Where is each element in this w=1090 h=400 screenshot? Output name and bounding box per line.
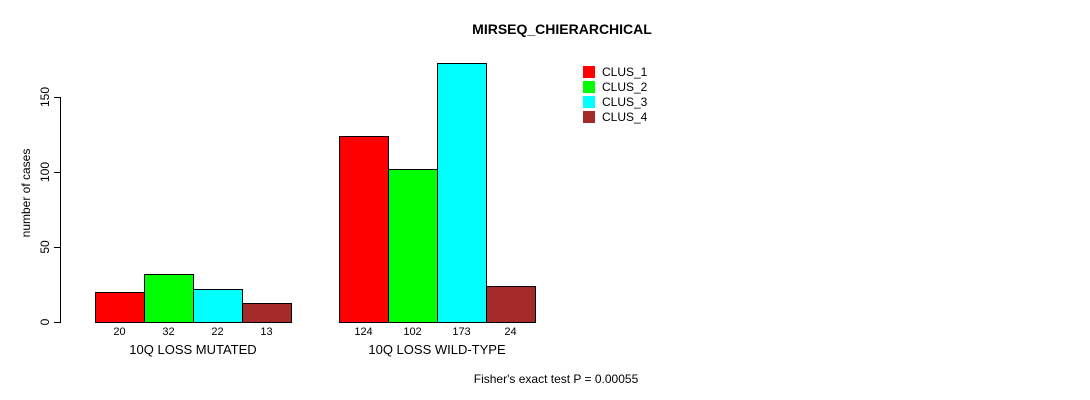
legend-swatch-clus_1 bbox=[583, 65, 595, 78]
y-axis-tick-label: 0 bbox=[38, 318, 52, 326]
y-axis-tick-label: 50 bbox=[38, 240, 52, 254]
legend-label: CLUS_1 bbox=[602, 64, 648, 79]
legend-label: CLUS_4 bbox=[602, 109, 648, 124]
chart-title: MIRSEQ_CHIERARCHICAL bbox=[472, 21, 652, 37]
bar-value-label-clus_4: 24 bbox=[504, 326, 517, 338]
group-label: 10Q LOSS WILD-TYPE bbox=[368, 342, 506, 357]
y-axis-tick bbox=[54, 247, 60, 248]
legend-swatch-clus_4 bbox=[583, 110, 595, 123]
legend-row: CLUS_3 bbox=[583, 94, 647, 109]
y-axis-tick bbox=[54, 172, 60, 173]
bar-clus_4 bbox=[486, 286, 536, 323]
y-axis-line bbox=[60, 97, 61, 323]
bar-clus_1 bbox=[95, 292, 145, 323]
bar-clus_2 bbox=[388, 169, 438, 323]
bar-value-label-clus_3: 22 bbox=[211, 326, 224, 338]
fisher-test-annotation: Fisher's exact test P = 0.00055 bbox=[473, 372, 639, 386]
bar-value-label-clus_2: 32 bbox=[162, 326, 175, 338]
bar-value-label-clus_4: 13 bbox=[260, 326, 273, 338]
legend-label: CLUS_2 bbox=[602, 79, 648, 94]
y-axis-tick-label: 100 bbox=[38, 161, 52, 183]
bar-value-label-clus_1: 20 bbox=[113, 326, 126, 338]
legend-swatch-clus_3 bbox=[583, 95, 595, 108]
legend-row: CLUS_2 bbox=[583, 79, 647, 94]
bar-clus_3 bbox=[437, 62, 487, 323]
bar-value-label-clus_2: 102 bbox=[403, 326, 422, 338]
group-label: 10Q LOSS MUTATED bbox=[129, 342, 257, 357]
y-axis-tick-label: 150 bbox=[38, 86, 52, 108]
y-axis-label: number of cases bbox=[19, 148, 33, 238]
legend-row: CLUS_4 bbox=[583, 109, 647, 124]
bar-value-label-clus_3: 173 bbox=[452, 326, 471, 338]
bar-clus_1 bbox=[339, 136, 389, 323]
legend: CLUS_1 CLUS_2 CLUS_3 CLUS_4 bbox=[583, 64, 647, 124]
bar-clus_2 bbox=[144, 274, 194, 323]
legend-row: CLUS_1 bbox=[583, 64, 647, 79]
y-axis-tick bbox=[54, 97, 60, 98]
y-axis-tick bbox=[54, 322, 60, 323]
bar-clus_4 bbox=[242, 302, 292, 323]
legend-label: CLUS_3 bbox=[602, 94, 648, 109]
legend-swatch-clus_2 bbox=[583, 80, 595, 93]
bar-value-label-clus_1: 124 bbox=[354, 326, 373, 338]
bar-clus_3 bbox=[193, 289, 243, 323]
